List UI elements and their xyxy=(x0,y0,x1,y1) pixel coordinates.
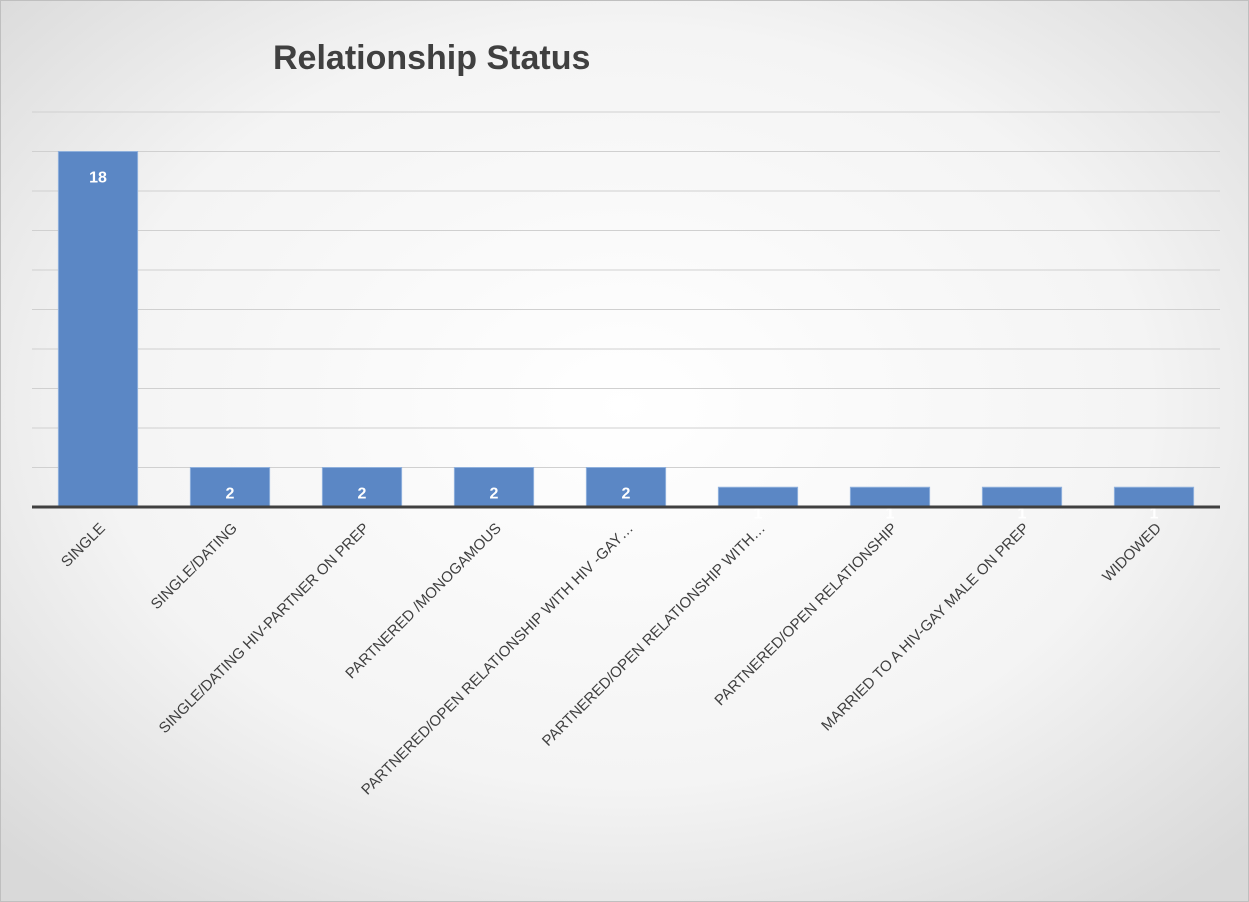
bar xyxy=(453,467,535,508)
bar xyxy=(849,486,931,508)
data-label: 2 xyxy=(622,486,631,503)
bar xyxy=(585,467,667,508)
data-label: 2 xyxy=(490,486,499,503)
bar xyxy=(717,486,799,508)
bar xyxy=(1113,486,1195,508)
bar xyxy=(57,151,139,508)
bars xyxy=(57,151,1195,508)
data-label: 18 xyxy=(89,170,107,187)
chart-title: Relationship Status xyxy=(273,39,590,77)
bar xyxy=(321,467,403,508)
data-label: 2 xyxy=(226,486,235,503)
data-label: 2 xyxy=(358,486,367,503)
bar xyxy=(189,467,271,508)
bar xyxy=(981,486,1063,508)
data-label: 1 xyxy=(886,505,895,522)
data-label: 1 xyxy=(1150,505,1159,522)
data-label: 1 xyxy=(1018,505,1027,522)
data-label: 1 xyxy=(754,505,763,522)
